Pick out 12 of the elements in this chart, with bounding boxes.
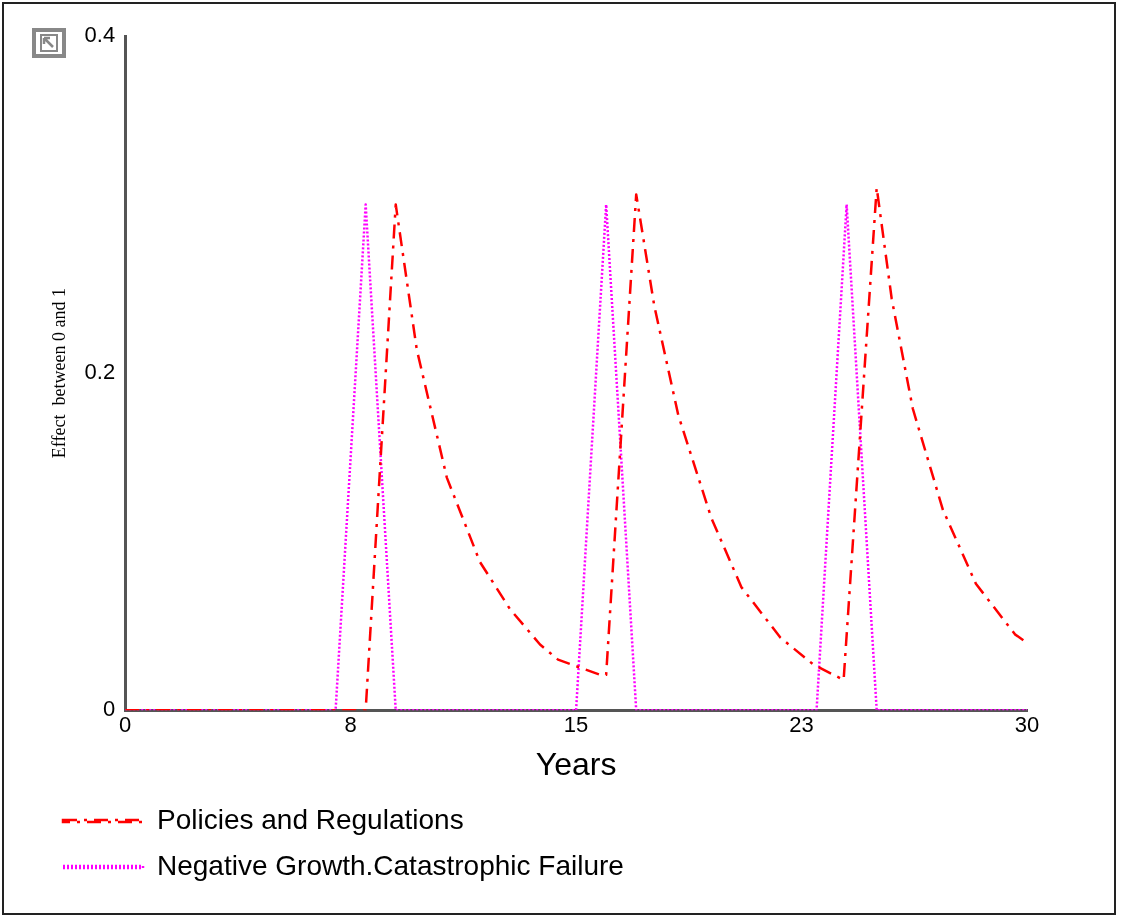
y-axis-title: Effect between 0 and 1 xyxy=(48,288,69,459)
x-tick-label: 8 xyxy=(344,712,357,738)
y-tick-label: 0 xyxy=(102,696,116,722)
x-tick-label: 30 xyxy=(1014,712,1040,738)
legend-label: Policies and Regulations xyxy=(157,803,464,835)
y-tick-label: 0.2 xyxy=(84,359,116,385)
y-tick-label: 0.4 xyxy=(84,22,116,48)
x-tick-label: 23 xyxy=(789,712,814,738)
x-axis-title: Years xyxy=(535,745,617,782)
legend-label: Negative Growth.Catastrophic Failure xyxy=(157,849,624,881)
x-tick-label: 15 xyxy=(563,712,589,738)
x-tick-label: 0 xyxy=(119,712,132,738)
